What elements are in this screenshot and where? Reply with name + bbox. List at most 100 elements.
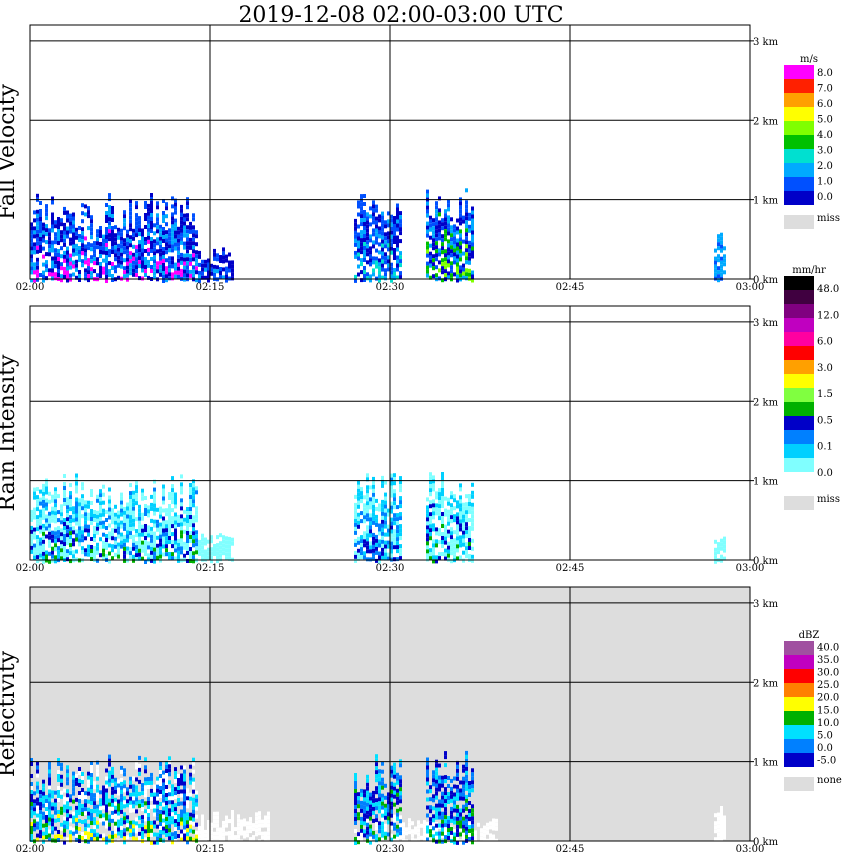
echo-cell <box>465 514 468 519</box>
echo-cell <box>63 486 66 490</box>
echo-cell <box>195 486 198 491</box>
echo-cell <box>30 826 33 830</box>
echo-cell <box>66 765 69 770</box>
echo-cell <box>396 792 399 797</box>
echo-cell <box>138 248 141 253</box>
echo-cell <box>171 820 174 825</box>
echo-cell <box>465 798 468 803</box>
echo-cell <box>426 837 429 842</box>
echo-cell <box>354 218 357 223</box>
echo-cell <box>441 238 444 243</box>
echo-cell <box>156 796 159 801</box>
echo-cell <box>60 508 63 513</box>
echo-cell <box>126 799 129 804</box>
echo-cell <box>210 267 213 272</box>
echo-cell <box>219 255 222 259</box>
echo-cell <box>468 809 471 813</box>
echo-cell <box>93 809 96 814</box>
echo-cell <box>393 256 396 260</box>
echo-cell <box>33 278 36 283</box>
echo-cell <box>396 235 399 240</box>
echo-cell <box>390 278 393 283</box>
echo-cell <box>189 253 192 258</box>
echo-cell <box>387 255 390 260</box>
echo-cell <box>465 220 468 225</box>
echo-cell <box>105 800 108 805</box>
echo-cell <box>93 833 96 838</box>
echo-cell <box>84 268 87 273</box>
echo-cell <box>369 262 372 267</box>
echo-cell <box>33 250 36 255</box>
echo-cell <box>81 804 84 808</box>
echo-cell <box>177 774 180 778</box>
echo-cell <box>174 807 177 812</box>
echo-cell <box>45 506 48 511</box>
echo-cell <box>384 823 387 828</box>
echo-cell <box>195 802 198 807</box>
echo-cell <box>75 817 78 822</box>
colorbar-label: 0.0 <box>817 468 833 479</box>
echo-cell <box>444 508 447 513</box>
echo-cell <box>42 835 45 840</box>
echo-cell <box>168 248 171 253</box>
echo-cell <box>99 525 102 530</box>
echo-cell <box>168 792 171 797</box>
echo-cell <box>171 488 174 493</box>
colorbar-label: 25.0 <box>817 680 839 691</box>
echo-cell <box>195 490 198 495</box>
echo-cell <box>456 246 459 251</box>
echo-cell <box>135 557 138 562</box>
echo-cell <box>216 535 219 540</box>
echo-cell <box>162 536 165 541</box>
echo-cell <box>114 249 117 254</box>
echo-cell <box>69 547 72 552</box>
echo-cell <box>75 243 78 248</box>
echo-cell <box>363 793 366 798</box>
echo-cell <box>174 234 177 239</box>
echo-cell <box>60 504 63 509</box>
echo-cell <box>147 801 150 805</box>
echo-cell <box>171 508 174 513</box>
echo-cell <box>81 219 84 224</box>
echo-cell <box>102 524 105 529</box>
echo-cell <box>366 212 369 217</box>
echo-cell <box>444 209 447 214</box>
echo-cell <box>123 812 126 817</box>
echo-cell <box>84 528 87 533</box>
echo-cell <box>159 260 162 265</box>
echo-cell <box>723 270 726 275</box>
echo-cell <box>465 208 468 213</box>
echo-cell <box>84 508 87 513</box>
echo-cell <box>159 786 162 790</box>
grid <box>30 25 750 279</box>
echo-cell <box>192 213 195 218</box>
echo-cell <box>123 538 126 543</box>
echo-cell <box>147 785 150 789</box>
plot-frame <box>29 24 751 280</box>
echo-cell <box>393 477 396 482</box>
echo-cell <box>456 270 459 275</box>
echo-cell <box>141 496 144 501</box>
echo-cell <box>177 266 180 271</box>
echo-cell <box>96 804 99 809</box>
echo-cell <box>444 779 447 784</box>
echo-cell <box>144 777 147 782</box>
echo-cell <box>423 824 426 829</box>
echo-cell <box>483 829 486 834</box>
echo-cell <box>381 543 384 548</box>
echo-cell <box>444 524 447 529</box>
echo-cell <box>474 838 477 843</box>
echo-cell <box>393 481 396 486</box>
echo-cell <box>369 557 372 562</box>
echo-cell <box>60 540 63 545</box>
echo-cell <box>132 272 135 277</box>
echo-cell <box>171 792 174 797</box>
echo-cell <box>435 273 438 278</box>
echo-cell <box>492 834 495 839</box>
echo-cell <box>45 268 48 273</box>
echo-cell <box>93 257 96 262</box>
echo-cell <box>42 531 45 536</box>
echo-cell <box>396 824 399 829</box>
echo-cell <box>471 242 474 247</box>
echo-cell <box>165 809 168 813</box>
